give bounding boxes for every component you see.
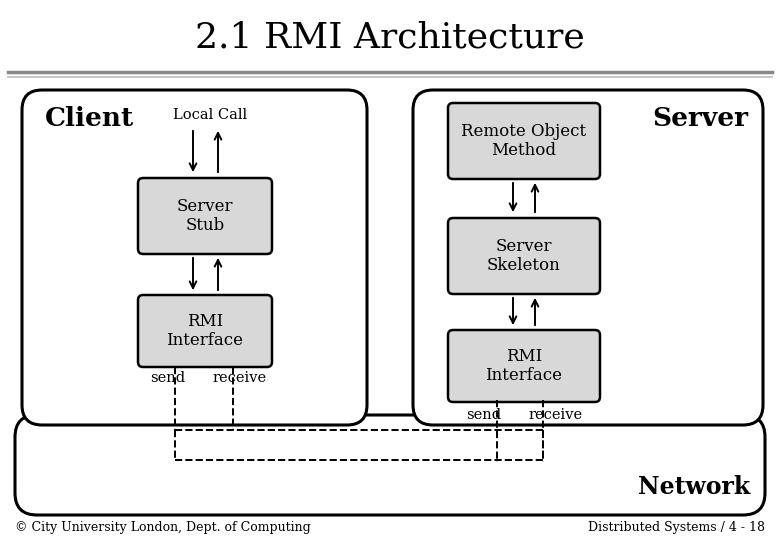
FancyBboxPatch shape: [448, 218, 600, 294]
Text: send: send: [151, 371, 186, 385]
Text: Remote Object
Method: Remote Object Method: [462, 123, 587, 159]
Text: Distributed Systems / 4 - 18: Distributed Systems / 4 - 18: [588, 522, 765, 535]
Text: Server
Stub: Server Stub: [177, 198, 233, 234]
Text: Client: Client: [45, 105, 134, 131]
Text: RMI
Interface: RMI Interface: [485, 348, 562, 384]
Text: receive: receive: [529, 408, 583, 422]
Text: Local Call: Local Call: [173, 108, 247, 122]
Text: receive: receive: [213, 371, 267, 385]
Text: Network: Network: [638, 475, 750, 499]
FancyBboxPatch shape: [138, 295, 272, 367]
FancyBboxPatch shape: [15, 415, 765, 515]
Text: © City University London, Dept. of Computing: © City University London, Dept. of Compu…: [15, 522, 310, 535]
FancyBboxPatch shape: [413, 90, 763, 425]
Text: send: send: [466, 408, 502, 422]
Text: 2.1 RMI Architecture: 2.1 RMI Architecture: [195, 21, 585, 55]
Text: RMI
Interface: RMI Interface: [166, 313, 243, 349]
FancyBboxPatch shape: [22, 90, 367, 425]
Text: Server: Server: [652, 105, 748, 131]
FancyBboxPatch shape: [138, 178, 272, 254]
FancyBboxPatch shape: [448, 103, 600, 179]
Text: Server
Skeleton: Server Skeleton: [488, 238, 561, 274]
FancyBboxPatch shape: [448, 330, 600, 402]
